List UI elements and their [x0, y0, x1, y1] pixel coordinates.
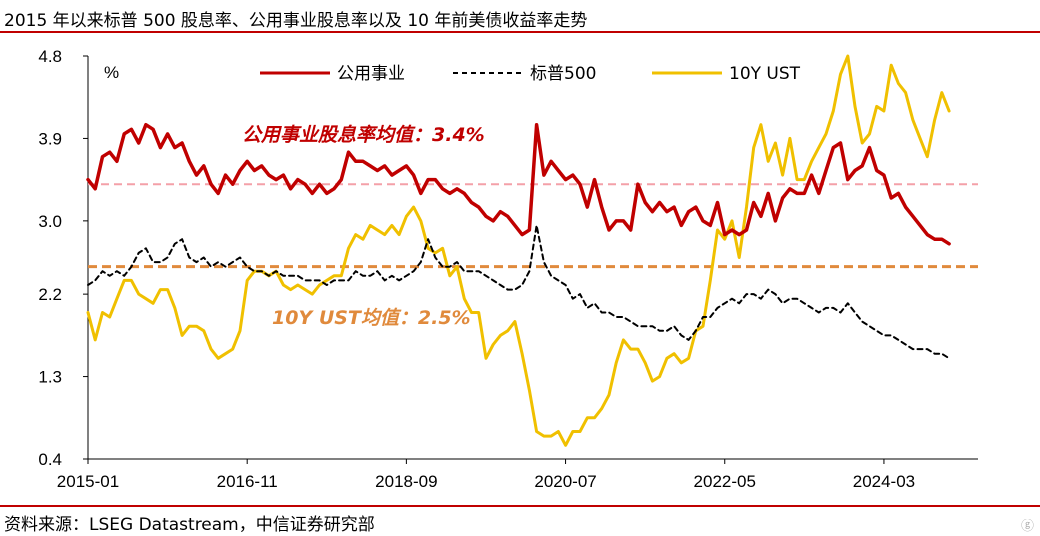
legend: 公用事业 标普500 10Y UST	[260, 64, 801, 84]
y-tick-label: 0.4	[38, 450, 62, 469]
x-tick-label: 2020-07	[534, 472, 596, 491]
x-tick-label: 2016-11	[217, 472, 278, 491]
x-tick-label: 2015-01	[57, 472, 119, 491]
chart-title: 2015 年以来标普 500 股息率、公用事业股息率以及 10 年前美债收益率走…	[4, 11, 588, 31]
source-note: 资料来源：LSEG Datastream，中信证券研究部	[4, 515, 375, 535]
legend-label: 公用事业	[337, 64, 405, 84]
utilities-mean-annotation: 公用事业股息率均值：3.4%	[242, 124, 485, 146]
x-tick-label: 2018-09	[375, 472, 437, 491]
y-tick-label: 2.2	[38, 285, 62, 304]
watermark-logo: ⓖ	[1020, 519, 1034, 534]
utilities-dividend-yield-line	[86, 122, 951, 246]
y-axis-unit: %	[104, 63, 119, 82]
y-tick-label: 4.8	[38, 47, 62, 66]
x-tick-label: 2022-05	[694, 472, 756, 491]
x-tick-label: 2024-03	[853, 472, 915, 491]
sp500-dividend-yield-line	[87, 224, 951, 360]
y-tick-label: 3.0	[38, 212, 62, 231]
y-tick-label: 1.3	[38, 368, 62, 387]
chart-axes: 4.8 3.9 3.0 2.2 1.3 0.4 2015-01 2016-11 2018-09 2…	[38, 47, 978, 491]
ust-10y-yield-line	[86, 54, 951, 447]
series-lines	[86, 54, 951, 447]
title-divider	[0, 31, 1040, 33]
ust-mean-annotation: 10Y UST均值：2.5%	[272, 307, 471, 329]
source-divider	[0, 505, 1040, 507]
legend-label: 标普500	[530, 64, 596, 84]
line-chart: 4.8 3.9 3.0 2.2 1.3 0.4 2015-01 2016-11 2018-09 2…	[38, 47, 978, 491]
y-tick-label: 3.9	[38, 129, 62, 148]
legend-label: 10Y UST	[729, 64, 801, 84]
